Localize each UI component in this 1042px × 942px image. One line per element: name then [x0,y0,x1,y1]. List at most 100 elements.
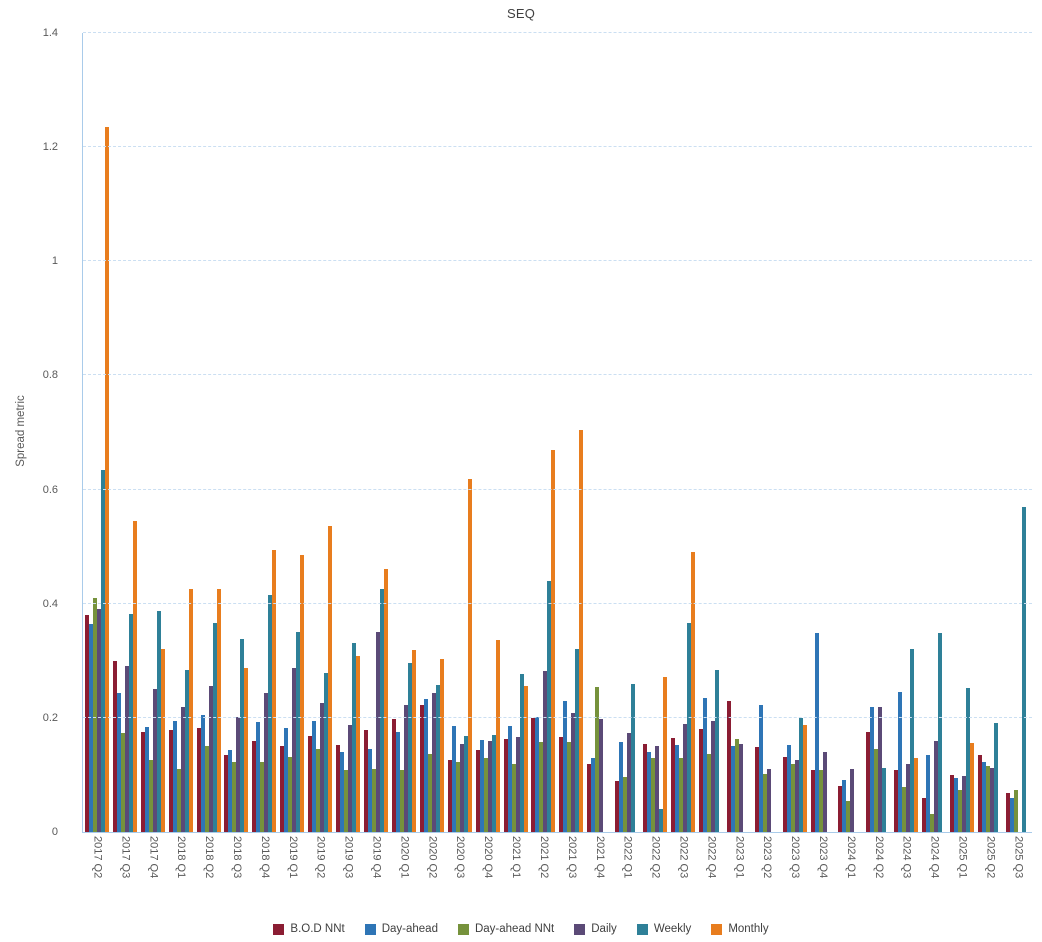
bar [571,713,576,832]
bar-group [920,33,948,832]
bar [643,743,648,832]
bar [674,744,679,832]
bar [814,632,819,832]
x-tick-label: 2020 Q4 [482,836,495,879]
bar [710,720,715,832]
bar-group [557,33,585,832]
bar [376,631,381,832]
y-axis-title: Spread metric [15,395,27,467]
bar [124,665,129,832]
bar [954,778,959,832]
x-tick-label: 2017 Q4 [147,836,160,879]
bar [120,733,125,832]
bar [312,721,317,832]
bar [160,649,165,832]
y-tick-label: 1 [51,255,58,268]
bar [690,552,695,832]
bar [268,594,273,832]
bar [894,769,899,832]
legend-swatch-icon [364,923,376,935]
x-tick-label: 2019 Q2 [314,836,327,879]
bar [766,769,771,832]
legend-label: Day-ahead [381,923,438,935]
bar [196,728,201,832]
bar [822,751,827,832]
legend-label: B.O.D NNt [290,923,345,935]
x-tick-cell: 2020 Q1 [390,836,418,878]
bar [938,632,943,832]
bar [818,770,823,832]
bar [184,669,189,832]
bar [232,762,237,832]
x-tick-label: 2023 Q3 [789,836,802,879]
bar [934,740,939,832]
bar-group [83,33,111,832]
x-tick-label: 2024 Q3 [900,836,913,879]
bar-group [948,33,976,832]
x-tick-cell: 2021 Q2 [530,836,558,878]
legend-item: Monthly [711,923,769,935]
legend-swatch-icon [273,923,285,935]
bar [655,746,660,832]
bar [559,737,564,832]
bar [906,764,911,832]
x-tick-cell: 2022 Q2 [641,836,669,878]
bar [989,768,994,832]
x-tick-label: 2022 Q4 [705,836,718,879]
bar [200,715,205,832]
bar [463,736,468,832]
bar [128,614,133,832]
bar [116,693,121,832]
bar [882,767,887,832]
bar-group [809,33,837,832]
legend-swatch-icon [711,923,723,935]
x-tick-label: 2018 Q4 [258,836,271,879]
x-tick-cell: 2019 Q1 [278,836,306,878]
bar [272,549,277,832]
x-tick-label: 2020 Q1 [398,836,411,879]
gridline [83,146,1032,148]
bar [535,717,540,832]
bar-group [753,33,781,832]
bar [495,639,500,832]
bar [547,580,552,832]
x-tick-label: 2017 Q3 [119,836,132,879]
y-tick-label: 0.8 [42,369,58,382]
bar [902,787,907,832]
bar-group [781,33,809,832]
bar [663,677,668,832]
bar-group [613,33,641,832]
bar [599,719,604,832]
y-tick-label: 0.2 [42,711,58,724]
x-tick-label: 2019 Q4 [370,836,383,879]
bar [240,638,245,832]
bar [810,770,815,832]
bar-group [669,33,697,832]
bar [579,429,584,832]
x-tick-cell: 2022 Q3 [669,836,697,878]
x-tick-label: 2025 Q2 [984,836,997,879]
x-tick-cell: 2024 Q2 [864,836,892,878]
bar [738,743,743,832]
bar [204,745,209,832]
x-tick-cell: 2020 Q2 [418,836,446,878]
legend-label: Weekly [653,923,692,935]
bar [228,749,233,832]
bar [368,749,373,832]
bar [846,800,851,832]
x-tick-label: 2022 Q3 [677,836,690,879]
x-tick-label: 2021 Q4 [593,836,606,879]
x-tick-cell: 2023 Q4 [809,836,837,878]
bar [224,754,229,832]
bar [758,704,763,832]
x-tick-cell: 2021 Q4 [585,836,613,878]
x-tick-label: 2018 Q2 [203,836,216,879]
x-tick-label: 2021 Q2 [537,836,550,879]
x-tick-cell: 2017 Q4 [139,836,167,878]
x-tick-cell: 2025 Q3 [1004,836,1032,878]
legend-item: B.O.D NNt [273,923,345,935]
bar [966,688,971,832]
bar [647,751,652,832]
bar [284,728,289,832]
legend-label: Daily [591,923,617,935]
